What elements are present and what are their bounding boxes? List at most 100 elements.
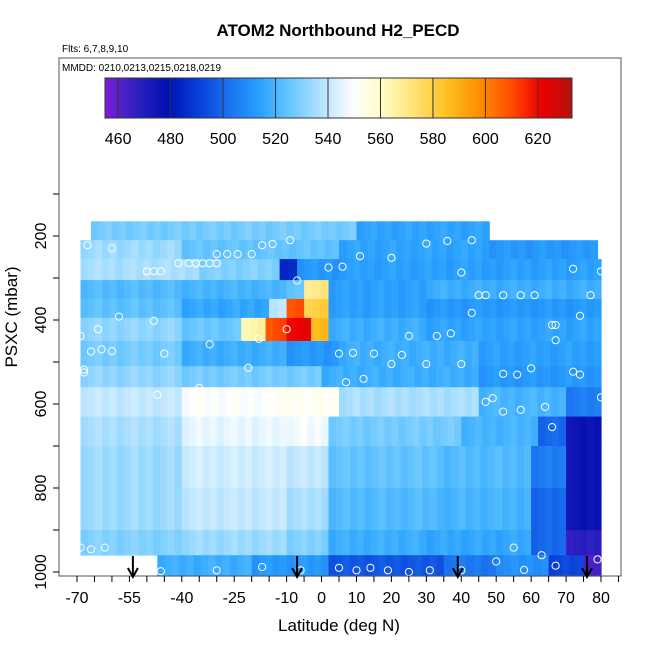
heatmap-cell (167, 366, 176, 388)
heatmap-cell (433, 530, 441, 556)
heatmap-cell (507, 366, 516, 388)
heatmap-cell (429, 488, 438, 531)
heatmap-cell (379, 555, 387, 577)
heatmap-cell (478, 387, 487, 417)
heatmap-cell (496, 530, 504, 556)
heatmap-cell (371, 446, 380, 489)
heatmap-cell (364, 366, 373, 388)
heatmap-cell (301, 341, 310, 367)
heatmap-cell (202, 488, 211, 531)
heatmap-cell (109, 299, 118, 319)
heatmap-cell (482, 416, 490, 447)
heatmap-cell (167, 341, 176, 367)
heatmap-cell (458, 555, 467, 577)
heatmap-cell (188, 488, 197, 531)
heatmap-cell (503, 299, 511, 319)
heatmap-cell (244, 446, 253, 489)
heatmap-cell (465, 446, 474, 489)
heatmap-cell (251, 280, 260, 300)
heatmap-cell (357, 446, 366, 489)
sample-point (86, 545, 96, 554)
heatmap-cell (580, 317, 588, 342)
heatmap-cell (181, 317, 190, 342)
sample-point (387, 253, 396, 262)
heatmap-cell (370, 280, 378, 300)
heatmap-cell (422, 555, 430, 577)
heatmap-cell (87, 240, 96, 260)
heatmap-cell (408, 341, 417, 367)
heatmap-cell (493, 366, 501, 388)
heatmap-cell (251, 416, 260, 447)
heatmap-cell (458, 488, 467, 531)
x-tick-label: 40 (452, 590, 470, 607)
heatmap-cell (226, 317, 235, 342)
heatmap-cell (325, 387, 333, 417)
heatmap-cell (174, 366, 183, 388)
heatmap-cell (335, 446, 344, 489)
heatmap-cell (398, 221, 406, 241)
colorbar-tick-label: 600 (472, 131, 499, 148)
heatmap-cell (131, 240, 139, 260)
heatmap-cell (102, 387, 110, 417)
heatmap-cell (440, 530, 448, 556)
heatmap-cell (145, 299, 154, 319)
heatmap-cell (342, 488, 351, 531)
x-tick-label: -70 (65, 590, 88, 607)
heatmap-cell (328, 555, 337, 577)
heatmap-cell (297, 387, 305, 417)
heatmap-cell (314, 416, 323, 447)
heatmap-cell (364, 446, 373, 489)
heatmap-cell (398, 530, 406, 556)
heatmap-cell (174, 299, 183, 319)
heatmap-cell (398, 299, 406, 319)
heatmap-cell (108, 259, 116, 281)
heatmap-cell (489, 299, 497, 319)
heatmap-cell (209, 446, 218, 489)
flight-direction-arrows (127, 556, 593, 580)
heatmap-cell (160, 488, 168, 531)
heatmap-cell (146, 221, 155, 241)
dates-note: MMDD: 0210,0213,0215,0218,0219 (62, 63, 221, 74)
heatmap-cell (300, 446, 309, 489)
heatmap-cell (419, 299, 427, 319)
sample-point (499, 291, 508, 300)
heatmap-cell (339, 387, 347, 417)
heatmap-cell (302, 317, 312, 342)
heatmap-cell (319, 317, 330, 342)
heatmap-cell (251, 366, 260, 388)
heatmap-cell (272, 317, 281, 342)
heatmap-cell (293, 366, 302, 388)
heatmap-cell (254, 387, 263, 417)
heatmap-cell (545, 280, 553, 300)
heatmap-cell (95, 387, 103, 417)
heatmap-cell (139, 221, 148, 241)
heatmap-cell (586, 341, 595, 367)
heatmap-cell (195, 530, 204, 556)
sample-point (156, 567, 165, 576)
heatmap-cell (102, 280, 110, 300)
heatmap-cell (265, 259, 273, 281)
x-tick-label: 10 (348, 590, 366, 607)
heatmap-cell (332, 259, 340, 281)
heatmap-cell (525, 240, 534, 260)
heatmap-cell (559, 280, 567, 300)
heatmap-cell (391, 416, 399, 447)
sample-point (114, 312, 124, 321)
heatmap-cell (538, 280, 546, 300)
heatmap-cell (371, 555, 380, 577)
heatmap-cell (451, 555, 460, 577)
heatmap-cell (244, 280, 253, 300)
heatmap-cell (471, 341, 480, 367)
heatmap-cell (251, 488, 260, 531)
sample-point (366, 563, 375, 572)
heatmap-cell (593, 341, 602, 367)
heatmap-cell (485, 341, 494, 367)
heatmap-cell (363, 299, 372, 319)
heatmap-cell (251, 530, 260, 556)
heatmap-cell (152, 280, 161, 300)
heatmap-cell (290, 387, 298, 417)
heatmap-cell (230, 221, 239, 241)
sample-point (569, 264, 578, 273)
heatmap-cell (116, 366, 125, 388)
heatmap-cell (489, 416, 497, 447)
